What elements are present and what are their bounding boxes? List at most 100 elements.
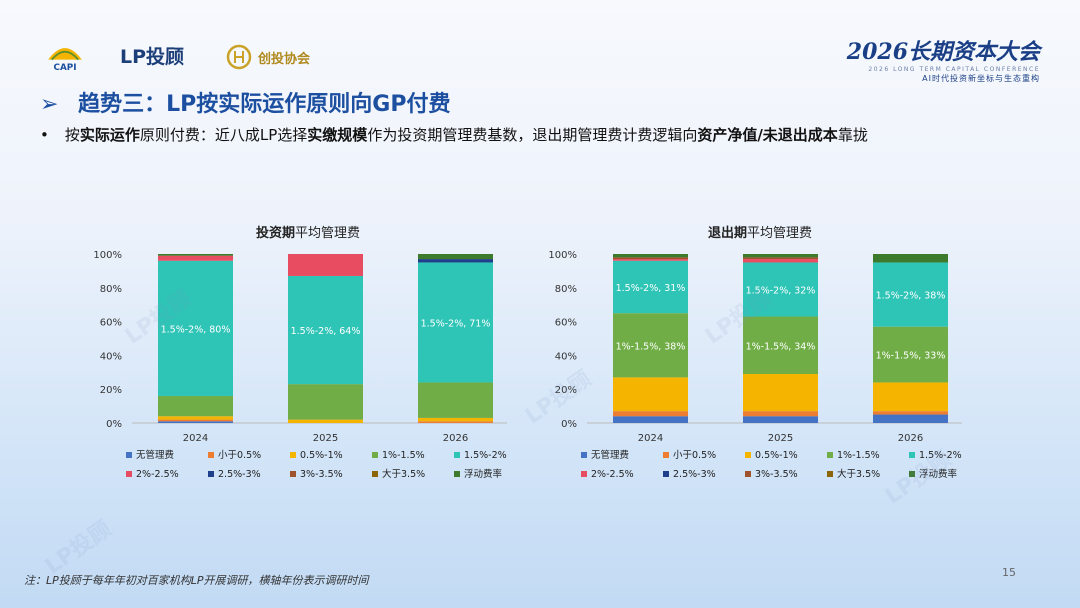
chart1-xtick-2024: 2024: [183, 433, 208, 444]
chart1-legend-swatch-无管理费: [126, 452, 132, 458]
chart1-ytick-60: 60%: [100, 318, 122, 329]
chart1-bar-2026-2.5%-3%: [418, 259, 493, 263]
chart2-xtick-2026: 2026: [898, 433, 923, 444]
chart1-title: 投资期平均管理费: [256, 222, 360, 241]
chart1-ytick-20: 20%: [100, 385, 122, 396]
brand-main: 2026长期资本大会: [846, 39, 1040, 65]
chart2-legend-swatch-1%-1.5%: [827, 452, 833, 458]
chart1-data-label-2025-1.5%-2%: 1.5%-2%, 64%: [291, 326, 361, 337]
chart1-xtick-2026: 2026: [443, 433, 468, 444]
chart2-ytick-80: 80%: [555, 284, 577, 295]
chart1-legend-swatch-3%-3.5%: [290, 471, 296, 477]
chart1-data-label-2026-1.5%-2%: 1.5%-2%, 71%: [421, 318, 491, 329]
arrow-icon: ➢: [40, 92, 59, 117]
cx-logo-icon: [226, 44, 252, 70]
chart2-bar-2026-浮动费率: [873, 254, 948, 263]
conference-brand: 2026长期资本大会 2026 LONG TERM CAPITAL CONFER…: [847, 34, 1040, 84]
chart1-title-rest: 平均管理费: [295, 226, 361, 241]
investment-period-chart: 0% 20% 40% 60% 80% 100% 2024 1.5%-2%, 80% 2025 1.…: [93, 250, 507, 480]
chart2-legend-swatch-无管理费: [581, 452, 587, 458]
lp-logo-text: LP投顾: [120, 46, 185, 68]
chart1-bar-2025-1%-1.5%: [288, 384, 363, 420]
chart2-bar-2025-1.5%-2%: [743, 262, 818, 317]
chart1-legend-label-无管理费: 无管理费: [136, 449, 174, 461]
lp-logo: LP投顾: [120, 42, 200, 72]
chart1-bar-2024-2%-2.5%: [158, 255, 233, 261]
chart1-bar-2026-0.5%-1%: [418, 417, 493, 422]
chart2-legend-label-大于3.5%: 大于3.5%: [837, 468, 880, 480]
chart1-ytick-40: 40%: [100, 351, 122, 362]
chart2-bar-2025-无管理费: [743, 416, 818, 423]
chart2-data-label-2025-1%-1.5%: 1%-1.5%, 34%: [746, 341, 816, 352]
chart2-bar-2025-2%-2.5%: [743, 259, 818, 263]
chart1-ytick-80: 80%: [100, 284, 122, 295]
chart1-bar-2024-1.5%-2%: [158, 260, 233, 396]
bullet-text-2: 原则付费：近八成LP选择: [139, 126, 308, 144]
chart2-legend-swatch-小于0.5%: [663, 452, 669, 458]
chart2-bar-2026-小于0.5%: [873, 411, 948, 415]
chart1-legend-swatch-2%-2.5%: [126, 471, 132, 477]
chart2-ytick-0: 0%: [561, 419, 577, 430]
chart1-legend-label-大于3.5%: 大于3.5%: [382, 468, 425, 480]
chart2-legend-label-1.5%-2%: 1.5%-2%: [919, 450, 962, 461]
chart2-data-label-2025-1.5%-2%: 1.5%-2%, 32%: [746, 285, 816, 296]
chart2-bar-2024-小于0.5%: [613, 411, 688, 417]
footnote: 注：LP投顾于每年年初对百家机构LP开展调研，横轴年份表示调研时间: [24, 574, 369, 587]
chart2-bar-2024-3%-3.5%: [613, 257, 688, 260]
chart2-bar-2025-3%-3.5%: [743, 257, 818, 260]
chart1-legend-label-小于0.5%: 小于0.5%: [218, 450, 261, 461]
chart1-bar-2026-浮动费率: [418, 254, 493, 260]
chart2-legend-swatch-大于3.5%: [827, 471, 833, 477]
chart1-legend-label-3%-3.5%: 3%-3.5%: [300, 469, 343, 480]
chart1-bar-2025-0.5%-1%: [288, 419, 363, 423]
chart2-legend-label-2.5%-3%: 2.5%-3%: [673, 469, 716, 480]
chart2-legend-label-3%-3.5%: 3%-3.5%: [755, 469, 798, 480]
chart2-xtick-2025: 2025: [768, 433, 793, 444]
chart2-data-label-2024-1%-1.5%: 1%-1.5%, 38%: [616, 341, 686, 352]
bullet-bold-2: 实缴规模: [307, 126, 368, 144]
chart1-legend-swatch-1.5%-2%: [454, 452, 460, 458]
chart2-bar-2024-无管理费: [613, 416, 688, 423]
chart2-ytick-20: 20%: [555, 385, 577, 396]
chart2-title: 退出期平均管理费: [708, 222, 812, 241]
exit-period-chart: 0% 20% 40% 60% 80% 100% 2024 1%-1.5%, 38% 1.5%-2…: [548, 250, 962, 480]
chart1-bar-2024-浮动费率: [158, 254, 233, 256]
bullet-dot-icon: •: [40, 126, 49, 144]
chart2-legend-swatch-0.5%-1%: [745, 452, 751, 458]
chart1-legend-label-1.5%-2%: 1.5%-2%: [464, 450, 507, 461]
chart1-legend-label-浮动费率: 浮动费率: [464, 468, 503, 480]
chart1-legend-swatch-1%-1.5%: [372, 452, 378, 458]
slide-title: ➢ 趋势三：LP按实际运作原则向GP付费: [40, 86, 450, 118]
chart2-data-label-2026-1.5%-2%: 1.5%-2%, 38%: [876, 291, 946, 302]
cx-logo-text: 创投协会: [258, 51, 311, 67]
bullet-point: • 按实际运作原则付费：近八成LP选择实缴规模作为投资期管理费基数，退出期管理费计…: [40, 124, 868, 145]
bullet-text-1: 按: [64, 126, 80, 144]
chart2-bar-2024-1.5%-2%: [613, 260, 688, 314]
chart2-legend-label-小于0.5%: 小于0.5%: [673, 450, 716, 461]
chart1-title-bold: 投资期: [256, 226, 296, 241]
chart2-legend-swatch-浮动费率: [909, 471, 915, 477]
chart2-title-rest: 平均管理费: [747, 226, 813, 241]
chart2-bar-2025-1%-1.5%: [743, 316, 818, 374]
chart1-legend-swatch-小于0.5%: [208, 452, 214, 458]
chart2-bar-2024-1%-1.5%: [613, 313, 688, 378]
chart2-legend-swatch-1.5%-2%: [909, 452, 915, 458]
chart1-data-label-2024-1.5%-2%: 1.5%-2%, 80%: [161, 324, 231, 335]
chart2-ytick-100: 100%: [548, 250, 577, 261]
chart2-bar-2024-2%-2.5%: [613, 259, 688, 261]
chart2-bar-2025-浮动费率: [743, 254, 818, 258]
chart1-legend-swatch-2.5%-3%: [208, 471, 214, 477]
chart1-bar-2024-1%-1.5%: [158, 395, 233, 417]
brand-en: 2026 LONG TERM CAPITAL CONFERENCE: [868, 66, 1040, 73]
chart1-xtick-2025: 2025: [313, 433, 338, 444]
bullet-bold-1: 实际运作: [79, 126, 140, 144]
chart1-legend-swatch-大于3.5%: [372, 471, 378, 477]
chart1-bar-2024-无管理费: [158, 421, 233, 423]
chart1-legend-label-0.5%-1%: 0.5%-1%: [300, 450, 343, 461]
chart1-legend-swatch-浮动费率: [454, 471, 460, 477]
capi-logo: CAPI: [48, 48, 82, 72]
chart2-bar-2024-浮动费率: [613, 254, 688, 258]
page-number: 15: [1002, 566, 1016, 579]
chart1-legend-label-2.5%-3%: 2.5%-3%: [218, 469, 261, 480]
chart1-ytick-100: 100%: [93, 250, 122, 261]
